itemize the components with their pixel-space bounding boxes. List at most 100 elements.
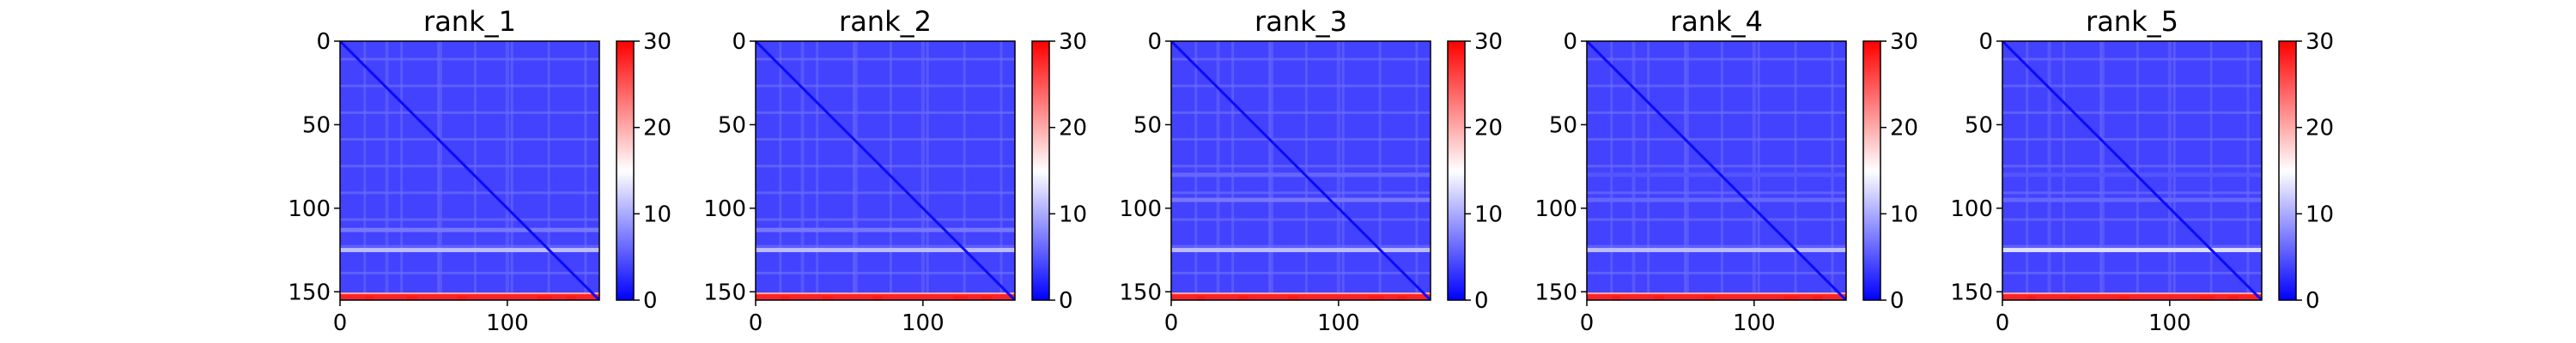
heatmap-row-texture	[1171, 271, 1431, 274]
colorbar	[1031, 40, 1050, 301]
heatmap-col-texture	[473, 41, 477, 300]
colorbar-tick-label: 0	[1059, 288, 1073, 314]
colorbar-tick-label: 20	[2306, 116, 2334, 141]
heatmap-col-texture	[510, 41, 513, 300]
heatmap-col-texture	[999, 41, 1003, 300]
heatmap-col-band	[2047, 41, 2051, 300]
heatmap-row-texture	[1171, 165, 1431, 168]
heatmap-row-texture	[2002, 191, 2262, 195]
heatmap-hot-spot	[406, 296, 417, 300]
heatmap-row-band	[1587, 248, 1846, 253]
x-tick-label: 0	[749, 310, 763, 336]
heatmap-col-band	[1269, 41, 1273, 300]
heatmap-hot-spot	[1196, 296, 1205, 300]
colorbar-tick-label: 10	[2306, 202, 2334, 227]
heatmap-row-band	[340, 294, 599, 300]
heatmap-hot-spot	[1783, 296, 1800, 300]
heatmap-row-texture	[1587, 57, 1846, 61]
heatmap-frame	[755, 40, 1016, 301]
heatmap-col-texture	[1341, 41, 1345, 300]
heatmap-row-band	[1171, 248, 1431, 253]
heatmap-row-texture	[1587, 84, 1846, 87]
heatmap-row-texture	[2002, 57, 2262, 61]
heatmap-body	[1587, 41, 1846, 300]
heatmap-col-texture	[1720, 41, 1723, 300]
heatmap-row-texture	[1587, 138, 1846, 141]
heatmap-col-band	[2100, 41, 2105, 300]
heatmap-hot-spot	[365, 296, 374, 300]
heatmap-diagonal	[340, 41, 599, 300]
colorbar	[1862, 40, 1881, 301]
colorbar-tick-label: 20	[643, 116, 671, 141]
chart-title: rank_5	[2086, 5, 2178, 38]
heatmap-row-texture	[1171, 191, 1431, 195]
heatmap-col-texture	[963, 41, 966, 300]
colorbar-tick-label: 30	[1890, 29, 1918, 55]
heatmap-row-texture	[340, 271, 599, 274]
heatmap-row-texture	[1171, 84, 1431, 87]
heatmap-row-texture	[340, 57, 599, 61]
heatmap-col-texture	[2099, 41, 2103, 300]
colorbar-tick-label: 30	[643, 29, 671, 55]
heatmap-col-texture	[816, 41, 819, 300]
heatmap-col-band	[920, 41, 925, 300]
heatmap-col-texture	[779, 41, 782, 300]
x-tick-label: 100	[1317, 310, 1360, 336]
heatmap-frame	[1586, 40, 1847, 301]
heatmap-row-texture	[1587, 111, 1846, 114]
heatmap-diagonal	[2002, 41, 2262, 300]
heatmap-row-band	[340, 227, 599, 232]
heatmap-col-texture	[2246, 41, 2250, 300]
heatmap-row-texture	[340, 111, 599, 114]
y-tick-label: 0	[732, 29, 746, 55]
heatmap-diagonal	[756, 41, 1015, 300]
heatmap-row-texture	[2002, 84, 2262, 87]
y-tick-label: 100	[703, 196, 746, 222]
chart-title: rank_1	[423, 5, 516, 38]
heatmap-col-band	[438, 41, 442, 300]
y-tick-label: 150	[1534, 280, 1577, 305]
heatmap-row-band	[2002, 248, 2262, 253]
heatmap-col-texture	[1304, 41, 1308, 300]
heatmap-row-texture	[340, 84, 599, 87]
heatmap-col-texture	[437, 41, 440, 300]
heatmap-frame	[1170, 40, 1431, 301]
heatmap-hot-spot	[457, 296, 468, 300]
heatmap-hot-spot	[2199, 296, 2215, 300]
heatmap-col-texture	[1831, 41, 1834, 300]
heatmap-row-texture	[340, 191, 599, 195]
colorbar-tick-label: 20	[1890, 116, 1918, 141]
heatmap-hot-spot	[981, 296, 992, 300]
heatmap-hot-spot	[952, 296, 969, 300]
colorbar	[1447, 40, 1466, 301]
heatmap-row-band	[2002, 294, 2262, 300]
heatmap-col-texture	[400, 41, 404, 300]
y-tick-label: 50	[302, 112, 331, 138]
heatmap-hot-spot	[2228, 296, 2239, 300]
heatmap-row-band	[1171, 172, 1431, 178]
heatmap-col-texture	[547, 41, 550, 300]
colorbar-tick-label: 0	[643, 288, 658, 314]
heatmap-row-texture	[1587, 191, 1846, 195]
heatmap-col-texture	[2209, 41, 2213, 300]
x-tick-label: 0	[1164, 310, 1179, 336]
heatmap-row-texture	[1171, 218, 1431, 221]
colorbar-tick-label: 10	[1890, 202, 1918, 227]
heatmap-hot-spot	[1612, 296, 1620, 300]
colorbar-tick-label: 20	[1474, 116, 1503, 141]
heatmap-row-texture	[756, 244, 1015, 248]
heatmap-hot-spot	[2069, 296, 2080, 300]
heatmap-row-texture	[2002, 138, 2262, 141]
x-tick-label: 0	[333, 310, 348, 336]
heatmap-col-texture	[1268, 41, 1272, 300]
colorbar-tick-label: 10	[1474, 202, 1503, 227]
heatmap-row-texture	[1587, 271, 1846, 274]
heatmap-row-band	[1171, 197, 1431, 202]
y-tick-label: 0	[1563, 29, 1577, 55]
heatmap-hot-spot	[2119, 296, 2130, 300]
heatmap-hot-spot	[1288, 296, 1299, 300]
